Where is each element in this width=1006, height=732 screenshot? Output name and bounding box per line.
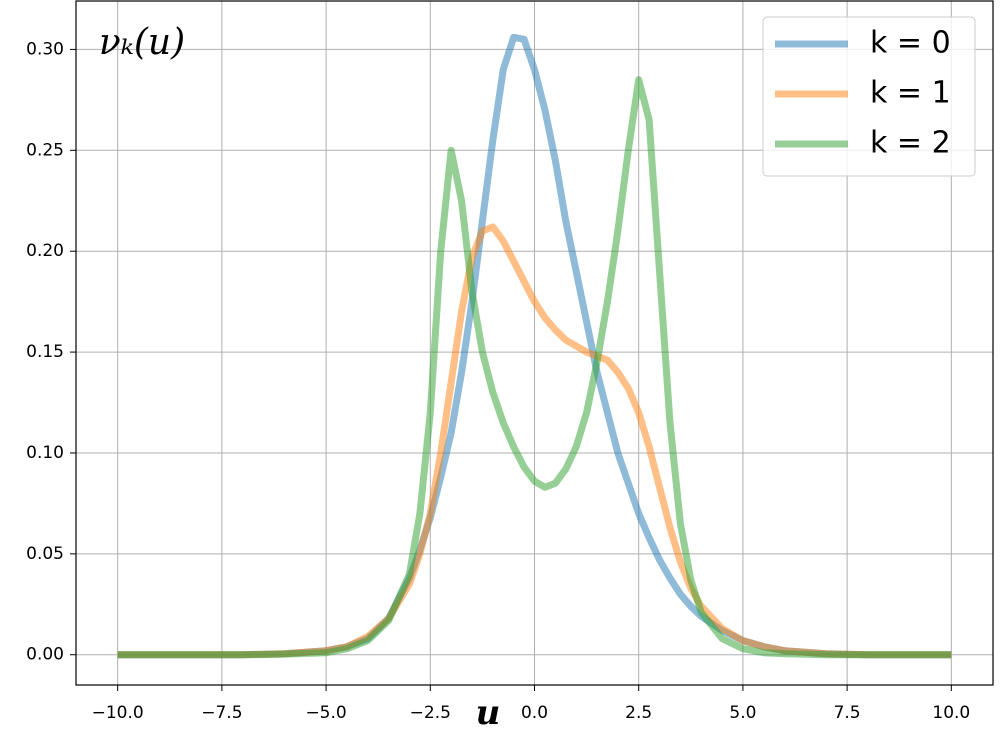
legend-label: k = 0 bbox=[870, 26, 951, 61]
series-line bbox=[117, 76, 952, 659]
lines bbox=[117, 33, 952, 659]
x-tick-label: −2.5 bbox=[410, 703, 451, 723]
x-axis-label: u bbox=[476, 693, 501, 732]
x-tick-label: −10.0 bbox=[92, 703, 144, 723]
legend: k = 0 k = 1 k = 2 bbox=[762, 16, 976, 177]
legend-box bbox=[762, 16, 976, 177]
legend-label: k = 1 bbox=[870, 76, 951, 111]
x-tick-label: 2.5 bbox=[625, 703, 652, 723]
legend-label: k = 2 bbox=[870, 126, 951, 161]
x-tick-label: −5.0 bbox=[305, 703, 346, 723]
y-tick-label: 0.00 bbox=[26, 645, 64, 665]
x-tick-label: 5.0 bbox=[729, 703, 756, 723]
y-tick-label: 0.25 bbox=[26, 140, 64, 160]
x-tick-label: 7.5 bbox=[834, 703, 861, 723]
x-tick-label: 0.0 bbox=[521, 703, 548, 723]
y-axis-label: νₖ(u) bbox=[99, 22, 185, 63]
x-tick-label: −7.5 bbox=[201, 703, 242, 723]
y-tick-label: 0.15 bbox=[26, 342, 64, 362]
y-tick-label: 0.30 bbox=[26, 39, 64, 59]
y-tick-label: 0.10 bbox=[26, 443, 64, 463]
y-tick-label: 0.05 bbox=[26, 544, 64, 564]
x-tick-label: 10.0 bbox=[932, 703, 970, 723]
y-tick-label: 0.20 bbox=[26, 241, 64, 261]
